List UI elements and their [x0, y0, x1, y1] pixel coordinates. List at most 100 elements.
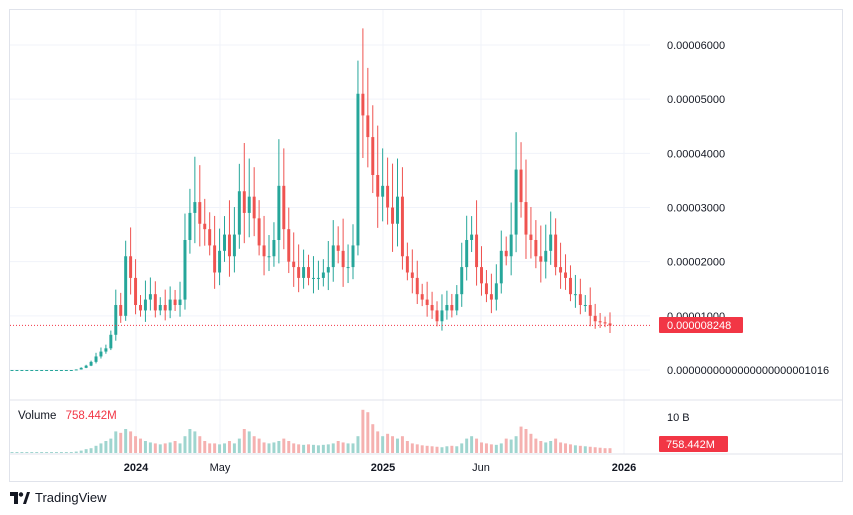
volume-bar — [188, 429, 192, 453]
volume-bar — [559, 442, 563, 453]
candle-body — [356, 93, 360, 246]
candle-body — [69, 370, 73, 371]
candle-body — [415, 277, 419, 295]
volume-bar — [257, 438, 261, 453]
volume-bar — [529, 433, 533, 453]
candle-body — [188, 212, 192, 240]
volume-bar — [148, 442, 152, 453]
candle-body — [346, 267, 350, 269]
volume-legend[interactable]: Volume 758.442M — [18, 410, 117, 422]
volume-bar — [450, 445, 454, 453]
volume-bar — [15, 452, 19, 453]
candle-body — [475, 234, 479, 268]
candle-body — [564, 272, 568, 278]
volume-axis-group: 10 B 758.442M — [659, 412, 728, 452]
candle-body — [529, 234, 533, 240]
candle-body — [242, 191, 246, 213]
candle-body — [524, 202, 528, 235]
candle-body — [262, 245, 266, 257]
candle-body — [559, 267, 563, 273]
volume-bar — [262, 442, 266, 453]
candle-body — [326, 267, 330, 273]
volume-bar — [544, 442, 548, 453]
volume-bar — [405, 441, 409, 453]
volume-bar — [430, 446, 434, 453]
volume-bar — [603, 448, 607, 453]
candle-body — [84, 365, 88, 368]
candle-body — [583, 305, 587, 306]
tradingview-logo[interactable]: TradingView — [10, 490, 107, 505]
volume-bar — [351, 443, 355, 453]
candles-layer — [10, 28, 612, 371]
volume-bar — [341, 442, 345, 453]
candle-body — [351, 245, 355, 268]
candle-body — [15, 370, 19, 371]
volume-bar — [494, 444, 498, 453]
volume-bar — [124, 429, 128, 453]
volume-bar — [593, 447, 597, 453]
volume-bar — [420, 445, 424, 453]
volume-bar — [400, 436, 404, 453]
volume-bar — [282, 438, 286, 453]
candle-body — [25, 370, 29, 371]
candle-body — [410, 272, 414, 278]
candle-body — [445, 305, 449, 311]
candle-body — [257, 218, 261, 246]
candle-body — [489, 294, 493, 300]
volume-bar — [480, 442, 483, 453]
candle-body — [302, 267, 306, 278]
volume-bar — [287, 441, 291, 453]
volume-bar — [514, 436, 518, 453]
volume-bar — [143, 441, 147, 453]
volume-bar — [415, 444, 419, 453]
candle-body — [376, 175, 380, 197]
volume-bar — [89, 448, 93, 453]
volume-bar — [583, 446, 587, 453]
volume-bar — [218, 444, 222, 453]
volume-bar — [173, 441, 177, 453]
candle-body — [40, 370, 44, 371]
candle-body — [267, 256, 271, 258]
volume-bar — [178, 443, 182, 453]
candle-body — [54, 370, 58, 371]
volume-legend-value: 758.442M — [65, 410, 117, 422]
volume-bar — [183, 436, 187, 453]
candle-body — [119, 305, 123, 316]
candle-body — [420, 294, 424, 300]
price-axis[interactable]: 0.00006000 0.00005000 0.00004000 0.00003000… — [667, 40, 829, 377]
candle-body — [178, 299, 182, 305]
volume-bar — [277, 441, 281, 453]
candle-body — [237, 191, 241, 235]
volume-bar — [381, 436, 385, 453]
candle-body — [99, 351, 103, 357]
candle-body — [381, 185, 385, 197]
candle-body — [104, 348, 108, 352]
candle-body — [45, 370, 49, 371]
candle-body — [504, 250, 508, 257]
volume-last-label: 758.442M — [666, 439, 715, 451]
candle-body — [341, 250, 345, 268]
volume-bar — [129, 431, 133, 453]
candle-body — [163, 305, 167, 311]
volume-bar — [25, 452, 29, 453]
price-tick-label: 0.00002000 — [667, 257, 725, 269]
candle-body — [59, 370, 63, 371]
time-axis[interactable]: 2024 May 2025 Jun 2026 — [124, 462, 636, 474]
volume-bar — [79, 450, 83, 453]
volume-bar — [74, 451, 78, 453]
candle-body — [391, 207, 395, 224]
candle-body — [79, 367, 83, 370]
volume-axis-tick: 10 B — [667, 412, 690, 424]
volume-bar — [475, 438, 479, 453]
candle-body — [440, 310, 444, 322]
candle-body — [509, 234, 513, 257]
volume-bar — [109, 438, 113, 453]
volume-bar — [470, 436, 474, 453]
volume-bar — [64, 452, 68, 453]
candle-body — [272, 240, 276, 257]
volume-bar — [465, 438, 469, 453]
time-tick-label: 2026 — [612, 462, 636, 474]
candle-body — [405, 256, 409, 273]
volume-bar — [554, 438, 558, 453]
